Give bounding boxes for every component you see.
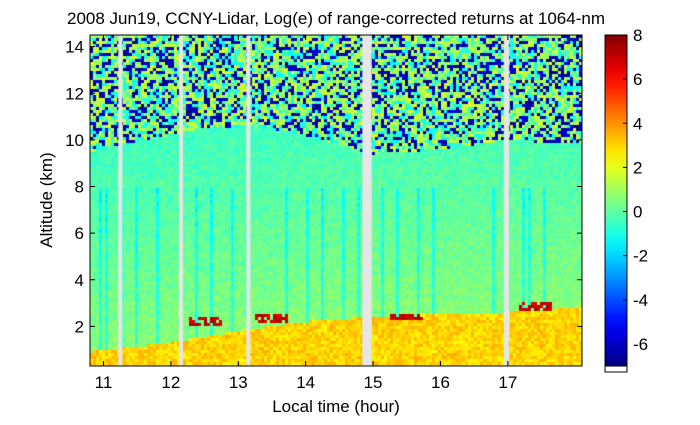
colorbar-tick-label: -4 bbox=[633, 291, 648, 310]
y-axis: 2 4 6 8 10 12 14 bbox=[65, 38, 582, 336]
y-tick-label: 14 bbox=[65, 38, 84, 57]
x-axis-label: Local time (hour) bbox=[272, 397, 400, 416]
y-tick-label: 2 bbox=[75, 317, 84, 336]
y-axis-label: Altitude (km) bbox=[37, 152, 56, 247]
colorbar-axis: 8 6 4 2 0 -2 -4 -6 bbox=[623, 26, 648, 354]
y-tick-label: 6 bbox=[75, 224, 84, 243]
x-tick-label: 14 bbox=[296, 373, 315, 392]
colorbar-tick-label: 4 bbox=[633, 114, 642, 133]
y-tick-label: 4 bbox=[75, 271, 84, 290]
y-tick-label: 8 bbox=[75, 178, 84, 197]
plot-area bbox=[90, 35, 582, 366]
x-axis: 11 12 13 14 15 16 17 bbox=[95, 35, 517, 392]
y-tick-label: 12 bbox=[65, 84, 84, 103]
chart-title: 2008 Jun19, CCNY-Lidar, Log(e) of range-… bbox=[67, 9, 605, 28]
colorbar-tick-label: 2 bbox=[633, 158, 642, 177]
colorbar-tick-label: 0 bbox=[633, 203, 642, 222]
colorbar-gap-swatch bbox=[604, 365, 628, 373]
colorbar-gradient bbox=[604, 34, 628, 367]
colorbar bbox=[604, 34, 628, 373]
colorbar-tick-label: 6 bbox=[633, 70, 642, 89]
y-tick-label: 10 bbox=[65, 131, 84, 150]
colorbar-tick-label: -6 bbox=[633, 335, 648, 354]
plot-frame bbox=[89, 34, 583, 367]
x-tick-label: 16 bbox=[431, 373, 450, 392]
x-tick-label: 17 bbox=[498, 373, 517, 392]
colorbar-tick-label: 8 bbox=[633, 26, 642, 45]
x-tick-label: 12 bbox=[161, 373, 180, 392]
x-tick-label: 15 bbox=[364, 373, 383, 392]
x-tick-label: 11 bbox=[95, 373, 113, 392]
colorbar-tick-label: -2 bbox=[633, 247, 648, 266]
x-tick-label: 13 bbox=[229, 373, 248, 392]
heatmap-image bbox=[90, 35, 582, 366]
